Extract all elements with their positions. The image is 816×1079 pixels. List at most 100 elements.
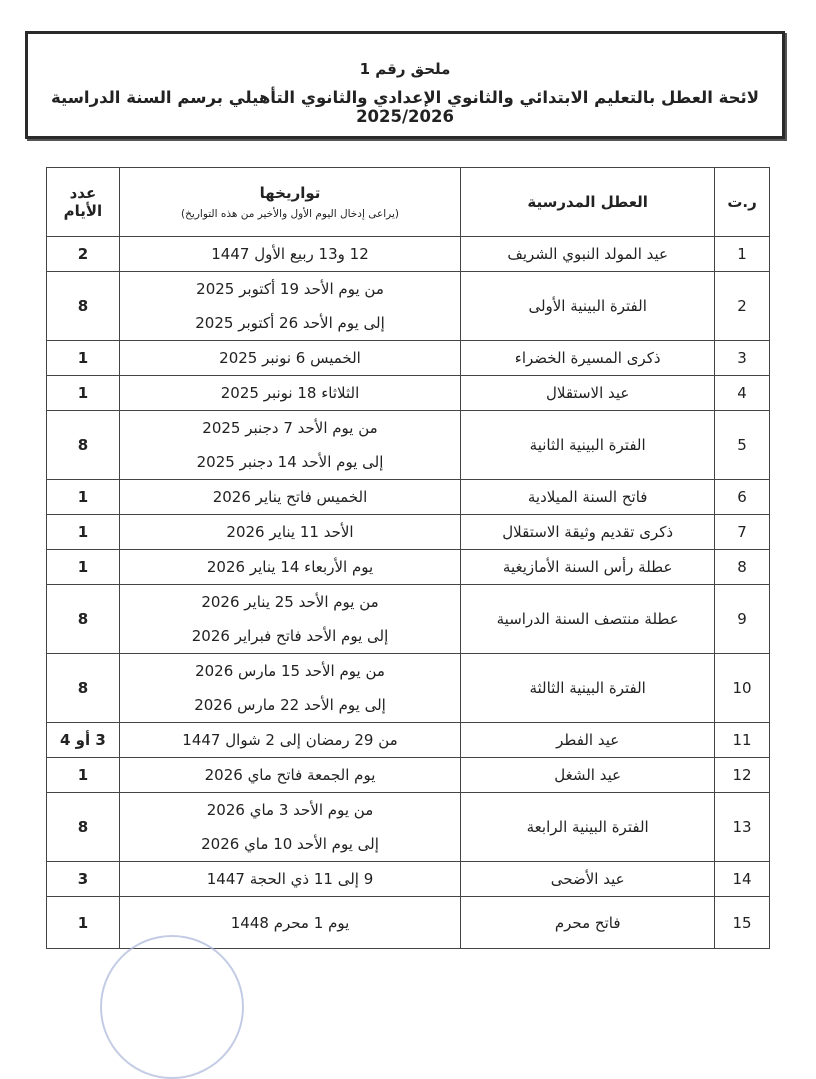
holiday-name: فاتح محرم	[460, 896, 716, 949]
holiday-dates: يوم 1 محرم 1448	[118, 896, 462, 949]
row-number: 2	[714, 271, 770, 341]
date-line: إلى يوم الأحد 26 أكتوبر 2025	[195, 314, 385, 332]
date-line: إلى يوم الأحد 22 مارس 2026	[194, 696, 386, 714]
table-row: 6 فاتح السنة الميلادية الخميس فاتح يناير 2…	[46, 479, 770, 515]
days-count: 1	[46, 375, 120, 411]
holiday-dates: من 29 رمضان إلى 2 شوال 1447	[118, 722, 462, 758]
header-num: ر.ت	[714, 167, 770, 237]
table-row: 1 عيد المولد النبوي الشريف 12 و13 ربيع الأ…	[46, 236, 770, 272]
date-line: 12 و13 ربيع الأول 1447	[211, 245, 369, 263]
date-line: من يوم الأحد 25 يناير 2026	[201, 593, 379, 611]
date-line: الأحد 11 يناير 2026	[226, 523, 354, 541]
date-line: من يوم الأحد 7 دجنبر 2025	[202, 419, 378, 437]
days-count: 1	[46, 340, 120, 376]
holiday-name: عيد الأضحى	[460, 861, 716, 897]
holiday-name: الفترة البينية الثانية	[460, 410, 716, 480]
holidays-table: ر.ت العطل المدرسية تواريخها (يراعى إدخال…	[46, 167, 770, 949]
holiday-dates: من يوم الأحد 25 يناير 2026 إلى يوم الأحد …	[118, 584, 462, 654]
holiday-dates: الأحد 11 يناير 2026	[118, 514, 462, 550]
days-count: 8	[46, 410, 120, 480]
holiday-name: ذكرى تقديم وثيقة الاستقلال	[460, 514, 716, 550]
row-number: 3	[714, 340, 770, 376]
holiday-name: الفترة البينية الثالثة	[460, 653, 716, 723]
date-line: الخميس 6 نونبر 2025	[219, 349, 361, 367]
holiday-dates: الخميس فاتح يناير 2026	[118, 479, 462, 515]
days-count: 3 أو 4	[46, 722, 120, 758]
holiday-name: عطلة رأس السنة الأمازيغية	[460, 549, 716, 585]
header-days: عدد الأيام	[46, 167, 120, 237]
holiday-dates: الخميس 6 نونبر 2025	[118, 340, 462, 376]
table-row: 7 ذكرى تقديم وثيقة الاستقلال الأحد 11 يناي…	[46, 514, 770, 550]
table-row: 13 الفترة البينية الرابعة من يوم الأحد 3 م…	[46, 792, 770, 862]
annex-label: ملحق رقم 1	[359, 60, 451, 78]
days-count: 2	[46, 236, 120, 272]
date-line: يوم الجمعة فاتح ماي 2026	[204, 766, 376, 784]
date-line: إلى يوم الأحد فاتح فبراير 2026	[191, 627, 389, 645]
row-number: 9	[714, 584, 770, 654]
days-count: 1	[46, 479, 120, 515]
date-line: يوم الأربعاء 14 يناير 2026	[206, 558, 374, 576]
table-row: 14 عيد الأضحى 9 إلى 11 ذي الحجة 1447 3	[46, 861, 770, 897]
row-number: 12	[714, 757, 770, 793]
holiday-name: فاتح السنة الميلادية	[460, 479, 716, 515]
header-days-line1: عدد	[69, 184, 97, 202]
header-days-line2: الأيام	[63, 202, 103, 220]
holiday-name: عيد الشغل	[460, 757, 716, 793]
days-count: 8	[46, 584, 120, 654]
table-row: 10 الفترة البينية الثالثة من يوم الأحد 15 …	[46, 653, 770, 723]
table-row: 12 عيد الشغل يوم الجمعة فاتح ماي 2026 1	[46, 757, 770, 793]
title-box: ملحق رقم 1 لائحة العطل بالتعليم الابتدائ…	[25, 31, 785, 139]
date-line: من يوم الأحد 3 ماي 2026	[206, 801, 374, 819]
row-number: 4	[714, 375, 770, 411]
date-line: من يوم الأحد 19 أكتوبر 2025	[196, 280, 384, 298]
header-holiday: العطل المدرسية	[460, 167, 716, 237]
date-line: من 29 رمضان إلى 2 شوال 1447	[182, 731, 398, 749]
header-dates-label: تواريخها	[259, 184, 321, 202]
days-count: 1	[46, 514, 120, 550]
table-row: 3 ذكرى المسيرة الخضراء الخميس 6 نونبر 2025…	[46, 340, 770, 376]
row-number: 6	[714, 479, 770, 515]
table-row: 8 عطلة رأس السنة الأمازيغية يوم الأربعاء 1…	[46, 549, 770, 585]
days-count: 3	[46, 861, 120, 897]
holiday-dates: من يوم الأحد 19 أكتوبر 2025 إلى يوم الأحد…	[118, 271, 462, 341]
holiday-name: ذكرى المسيرة الخضراء	[460, 340, 716, 376]
table-row: 9 عطلة منتصف السنة الدراسية من يوم الأحد 2…	[46, 584, 770, 654]
table-row: 4 عيد الاستقلال الثلاثاء 18 نونبر 2025 1	[46, 375, 770, 411]
table-row: 5 الفترة البينية الثانية من يوم الأحد 7 دج…	[46, 410, 770, 480]
holiday-name: عيد الاستقلال	[460, 375, 716, 411]
holiday-name: عطلة منتصف السنة الدراسية	[460, 584, 716, 654]
days-count: 8	[46, 271, 120, 341]
holiday-dates: 12 و13 ربيع الأول 1447	[118, 236, 462, 272]
holiday-dates: من يوم الأحد 7 دجنبر 2025 إلى يوم الأحد 1…	[118, 410, 462, 480]
holiday-dates: الثلاثاء 18 نونبر 2025	[118, 375, 462, 411]
header-dates: تواريخها (يراعى إدخال اليوم الأول والأخي…	[118, 167, 462, 237]
table-row: 11 عيد الفطر من 29 رمضان إلى 2 شوال 1447 3 …	[46, 722, 770, 758]
holiday-name: عيد المولد النبوي الشريف	[460, 236, 716, 272]
table-header-row: ر.ت العطل المدرسية تواريخها (يراعى إدخال…	[46, 167, 770, 237]
table-row: 2 الفترة البينية الأولى من يوم الأحد 19 أك…	[46, 271, 770, 341]
row-number: 13	[714, 792, 770, 862]
row-number: 15	[714, 896, 770, 949]
holiday-name: الفترة البينية الرابعة	[460, 792, 716, 862]
document-title: لائحة العطل بالتعليم الابتدائي والثانوي …	[50, 88, 760, 126]
days-count: 1	[46, 549, 120, 585]
holiday-name: الفترة البينية الأولى	[460, 271, 716, 341]
row-number: 10	[714, 653, 770, 723]
row-number: 5	[714, 410, 770, 480]
holiday-dates: 9 إلى 11 ذي الحجة 1447	[118, 861, 462, 897]
official-stamp	[100, 935, 244, 1079]
row-number: 8	[714, 549, 770, 585]
days-count: 1	[46, 896, 120, 949]
row-number: 7	[714, 514, 770, 550]
row-number: 1	[714, 236, 770, 272]
date-line: الخميس فاتح يناير 2026	[212, 488, 368, 506]
date-line: الثلاثاء 18 نونبر 2025	[220, 384, 360, 402]
row-number: 14	[714, 861, 770, 897]
date-line: إلى يوم الأحد 14 دجنبر 2025	[196, 453, 384, 471]
days-count: 8	[46, 792, 120, 862]
holiday-dates: من يوم الأحد 3 ماي 2026 إلى يوم الأحد 10 …	[118, 792, 462, 862]
days-count: 1	[46, 757, 120, 793]
date-line: يوم 1 محرم 1448	[230, 913, 350, 932]
holiday-name: عيد الفطر	[460, 722, 716, 758]
date-line: من يوم الأحد 15 مارس 2026	[195, 662, 385, 680]
